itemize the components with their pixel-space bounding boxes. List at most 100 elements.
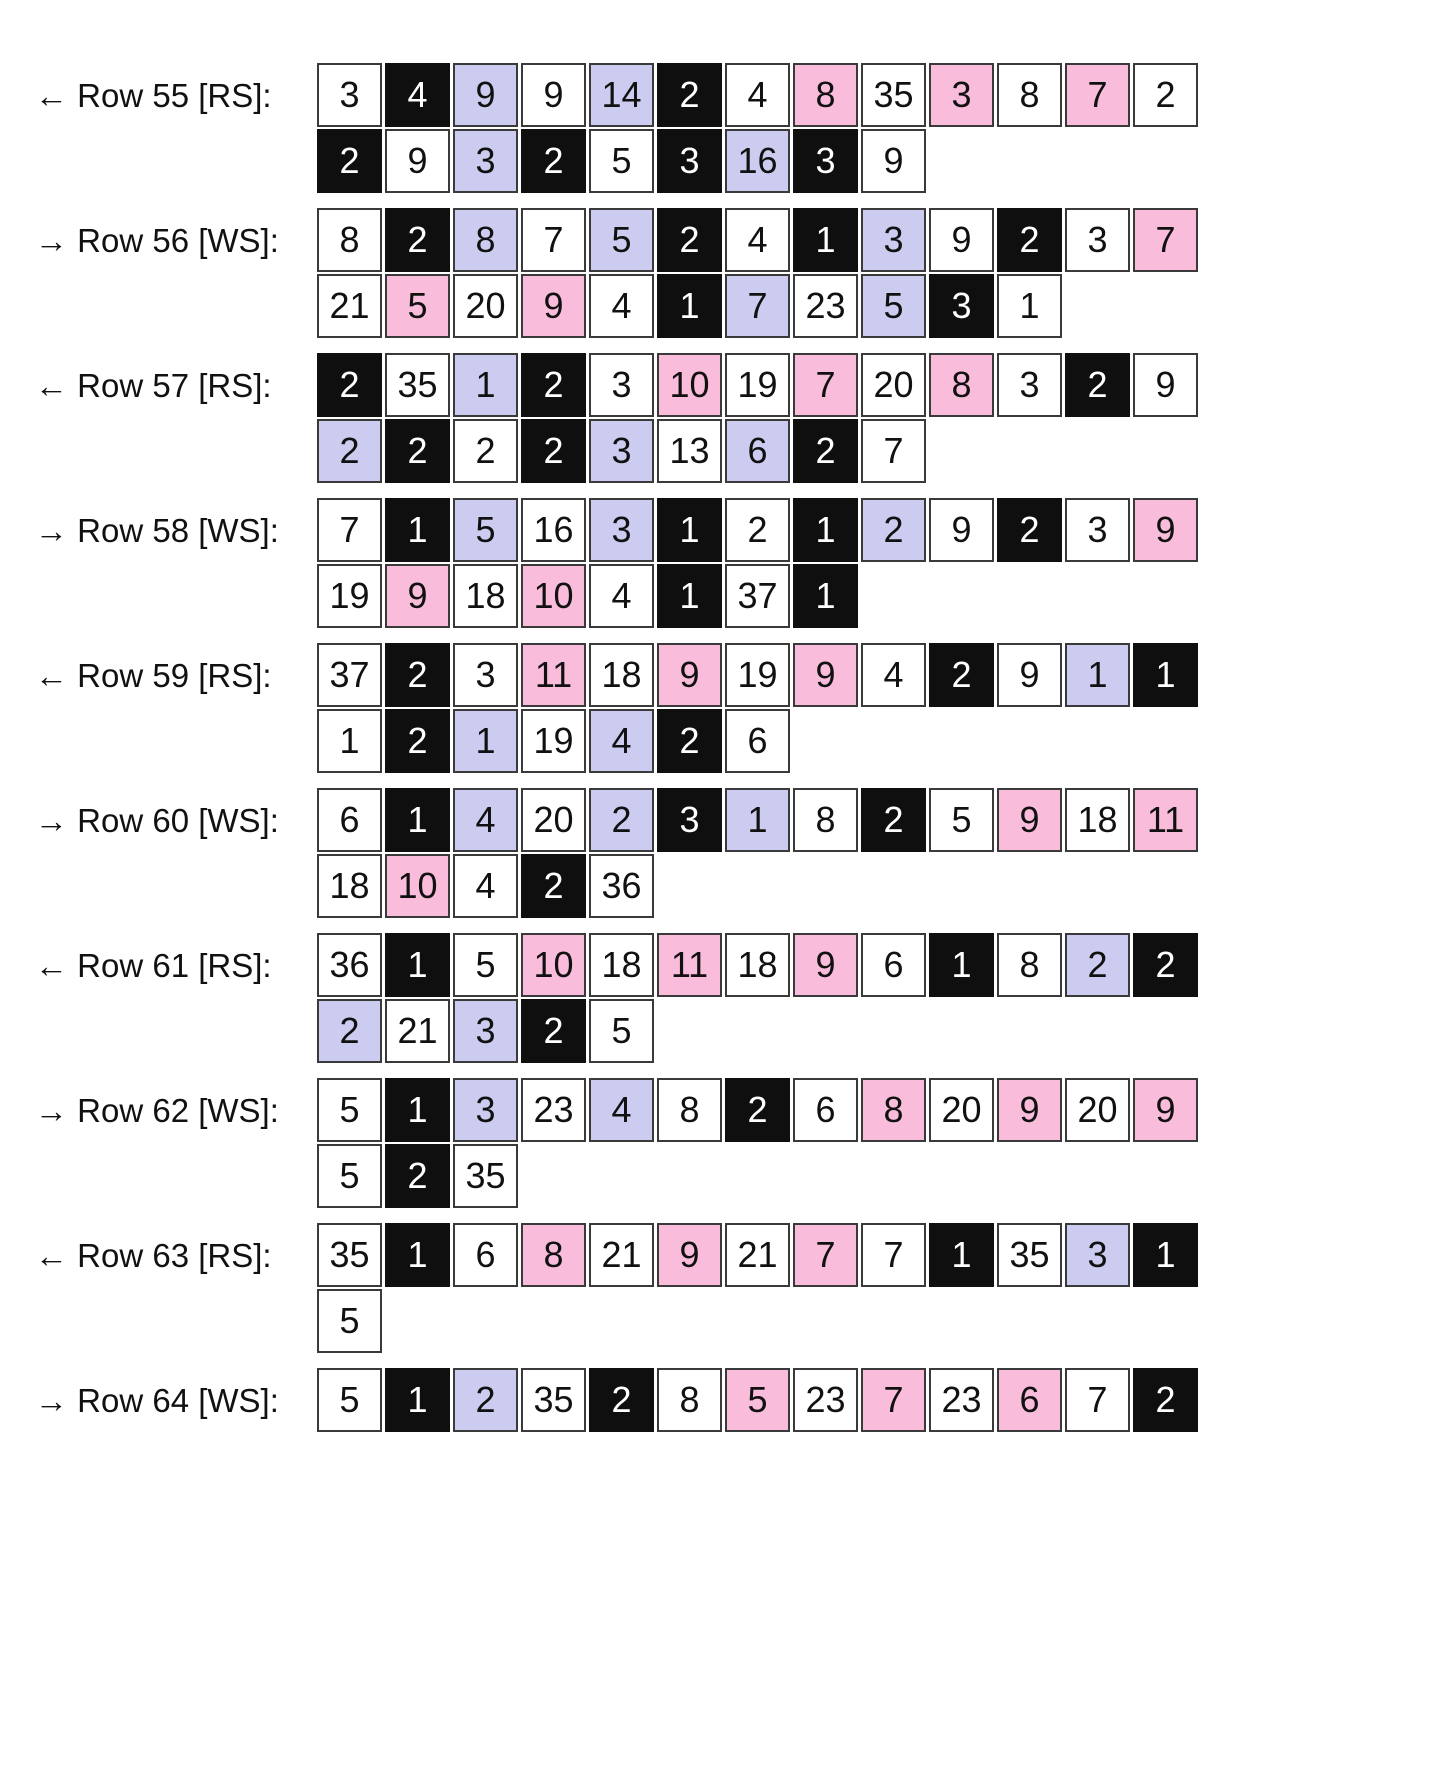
stitch-cell: 2 xyxy=(317,419,382,483)
stitch-cell: 21 xyxy=(385,999,450,1063)
stitch-cell: 1 xyxy=(657,274,722,338)
stitch-cell: 1 xyxy=(997,274,1062,338)
stitch-cell: 2 xyxy=(521,353,586,417)
stitch-cell: 3 xyxy=(1065,1223,1130,1287)
stitch-cell: 2 xyxy=(1065,353,1130,417)
stitch-cell: 4 xyxy=(589,274,654,338)
stitch-cell: 10 xyxy=(521,933,586,997)
stitch-cell: 9 xyxy=(997,1078,1062,1142)
chart-row: ← Row 55 [RS]: 3 4 9 9 14 2 4 8 35 3 8 7 2 2 9 3 2 5 3 16 3 9 xyxy=(35,63,1445,195)
stitch-cell: 5 xyxy=(589,208,654,272)
stitch-cell: 4 xyxy=(385,63,450,127)
stitch-cell: 1 xyxy=(793,564,858,628)
stitch-cell: 1 xyxy=(385,1368,450,1432)
stitch-cell: 18 xyxy=(1065,788,1130,852)
stitch-cell: 2 xyxy=(385,419,450,483)
row-label: ← Row 55 [RS]: xyxy=(35,77,272,114)
stitch-cell: 4 xyxy=(861,643,926,707)
stitch-cell: 1 xyxy=(385,1223,450,1287)
stitch-cell: 16 xyxy=(725,129,790,193)
chart-row: → Row 56 [WS]: 8 2 8 7 5 2 4 1 3 9 2 3 7 21 5 20 9 4 1 7 23 5 3… xyxy=(35,208,1445,340)
stitch-cell: 5 xyxy=(453,933,518,997)
stitch-cell: 5 xyxy=(929,788,994,852)
stitch-cell: 4 xyxy=(453,854,518,918)
stitch-cell: 23 xyxy=(521,1078,586,1142)
stitch-cell: 2 xyxy=(929,643,994,707)
stitch-cell: 7 xyxy=(861,1223,926,1287)
stitch-cell: 7 xyxy=(1133,208,1198,272)
stitch-cell: 4 xyxy=(725,208,790,272)
stitch-cell: 21 xyxy=(317,274,382,338)
stitch-cell: 2 xyxy=(657,208,722,272)
stitch-cell: 37 xyxy=(317,643,382,707)
stitch-cell: 8 xyxy=(317,208,382,272)
chart-row: ← Row 59 [RS]: 37 2 3 11 18 9 19 9 4 2 9 1 1 1 2 1 19 4 2 6 xyxy=(35,643,1445,775)
stitch-cell: 5 xyxy=(317,1144,382,1208)
stitch-cell: 3 xyxy=(657,788,722,852)
stitch-cell: 2 xyxy=(589,788,654,852)
stitch-cell: 5 xyxy=(317,1368,382,1432)
stitch-cell: 1 xyxy=(657,498,722,562)
stitch-cell: 9 xyxy=(793,933,858,997)
stitch-cell: 5 xyxy=(317,1289,382,1353)
stitch-cells: 2 35 1 2 3 10 19 7 20 8 3 2 9 2 2 2 2 3 13 6 2 7 xyxy=(317,353,1207,485)
stitch-cell: 1 xyxy=(453,353,518,417)
stitch-cell: 4 xyxy=(589,709,654,773)
stitch-cell: 1 xyxy=(793,498,858,562)
stitch-cell: 2 xyxy=(793,419,858,483)
stitch-cell: 18 xyxy=(725,933,790,997)
stitch-cell: 3 xyxy=(997,353,1062,417)
stitch-cell: 4 xyxy=(589,1078,654,1142)
stitch-cell: 8 xyxy=(521,1223,586,1287)
stitch-cell: 21 xyxy=(589,1223,654,1287)
stitch-cells: 35 1 6 8 21 9 21 7 7 1 35 3 1 5 xyxy=(317,1223,1207,1355)
stitch-cell: 3 xyxy=(1065,208,1130,272)
stitch-cell: 2 xyxy=(1133,1368,1198,1432)
stitch-cell: 5 xyxy=(317,1078,382,1142)
stitch-cell: 7 xyxy=(861,419,926,483)
stitch-cell: 2 xyxy=(317,353,382,417)
row-label: ← Row 59 [RS]: xyxy=(35,657,272,694)
stitch-cell: 18 xyxy=(317,854,382,918)
stitch-cell: 11 xyxy=(657,933,722,997)
stitch-cell: 1 xyxy=(929,1223,994,1287)
stitch-cell: 1 xyxy=(385,1078,450,1142)
stitch-cell: 36 xyxy=(317,933,382,997)
chart-row: → Row 62 [WS]: 5 1 3 23 4 8 2 6 8 20 9 20 9 5 2 35 xyxy=(35,1078,1445,1210)
stitch-cell: 36 xyxy=(589,854,654,918)
stitch-cell: 9 xyxy=(385,129,450,193)
stitch-cell: 1 xyxy=(385,498,450,562)
stitch-cell: 3 xyxy=(861,208,926,272)
stitch-cell: 4 xyxy=(725,63,790,127)
stitch-cell: 4 xyxy=(589,564,654,628)
chart-row: → Row 60 [WS]: 6 1 4 20 2 3 1 8 2 5 9 18 11 18 10 4 2 36 xyxy=(35,788,1445,920)
row-label: ← Row 61 [RS]: xyxy=(35,947,272,984)
chart-row: ← Row 61 [RS]: 36 1 5 10 18 11 18 9 6 1 8 2 2 2 21 3 2 5 xyxy=(35,933,1445,1065)
stitch-cell: 9 xyxy=(453,63,518,127)
stitch-cell: 8 xyxy=(997,63,1062,127)
stitch-cell: 1 xyxy=(793,208,858,272)
stitch-cell: 1 xyxy=(725,788,790,852)
chart-row: → Row 58 [WS]: 7 1 5 16 3 1 2 1 2 9 2 3 9 19 9 18 10 4 1 37 1 xyxy=(35,498,1445,630)
stitch-cell: 35 xyxy=(861,63,926,127)
stitch-cells: 6 1 4 20 2 3 1 8 2 5 9 18 11 18 10 4 2 36 xyxy=(317,788,1207,920)
stitch-cell: 6 xyxy=(453,1223,518,1287)
stitch-cell: 23 xyxy=(793,1368,858,1432)
stitch-cell: 2 xyxy=(385,208,450,272)
stitch-cells: 5 1 3 23 4 8 2 6 8 20 9 20 9 5 2 35 xyxy=(317,1078,1207,1210)
stitch-cell: 6 xyxy=(861,933,926,997)
stitch-cell: 2 xyxy=(997,498,1062,562)
stitch-cell: 6 xyxy=(725,419,790,483)
stitch-cell: 3 xyxy=(453,999,518,1063)
stitch-cell: 9 xyxy=(521,63,586,127)
stitch-cell: 8 xyxy=(453,208,518,272)
stitch-cells: 5 1 2 35 2 8 5 23 7 23 6 7 2 xyxy=(317,1368,1207,1434)
stitch-cell: 2 xyxy=(385,1144,450,1208)
stitch-cell: 35 xyxy=(453,1144,518,1208)
row-label: → Row 62 [WS]: xyxy=(35,1092,279,1129)
stitch-cell: 9 xyxy=(997,788,1062,852)
stitch-cell: 7 xyxy=(1065,1368,1130,1432)
stitch-cell: 9 xyxy=(929,498,994,562)
row-label: ← Row 63 [RS]: xyxy=(35,1237,272,1274)
stitch-cell: 2 xyxy=(453,1368,518,1432)
